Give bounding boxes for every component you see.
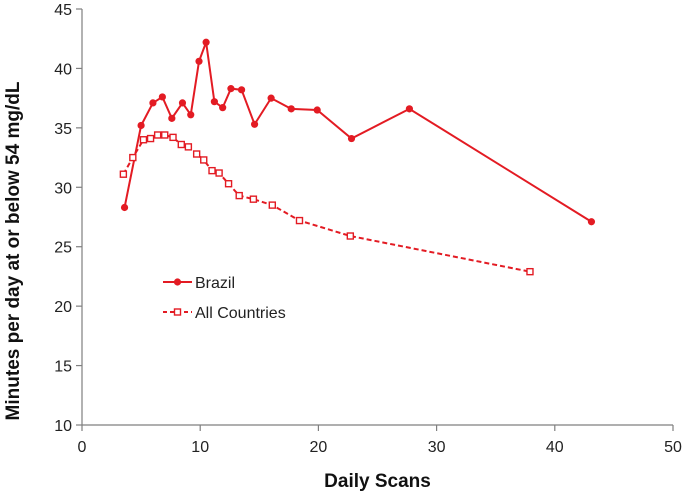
series-line <box>123 41 592 223</box>
data-point <box>405 105 414 113</box>
data-point <box>139 136 148 144</box>
x-tick-label: 20 <box>310 439 328 456</box>
data-point <box>219 104 227 112</box>
data-point <box>215 169 223 177</box>
data-point <box>249 195 258 203</box>
data-point <box>161 131 169 139</box>
x-tick-label: 40 <box>546 439 564 456</box>
data-point <box>137 121 145 130</box>
y-tick-label: 25 <box>54 240 72 257</box>
x-tick-label: 0 <box>78 439 87 456</box>
data-point <box>250 120 259 128</box>
data-point <box>210 98 218 106</box>
legend-label: Brazil <box>195 275 235 292</box>
legend-label: All Countries <box>195 305 286 322</box>
data-point <box>177 140 185 149</box>
y-tick-label: 30 <box>54 180 72 197</box>
y-tick-label: 20 <box>54 299 72 316</box>
data-point <box>200 156 208 164</box>
series-layer <box>119 38 596 276</box>
legend-item: Brazil <box>163 275 235 292</box>
legend: Brazil All Countries <box>163 275 286 322</box>
data-point <box>119 170 128 178</box>
data-point <box>178 99 187 107</box>
y-tick-label: 45 <box>54 2 72 19</box>
data-point <box>158 93 166 101</box>
data-point <box>146 134 155 143</box>
data-point <box>347 134 356 143</box>
x-axis-title: Daily Scans <box>324 471 431 492</box>
data-point <box>526 267 534 276</box>
data-point <box>267 94 275 102</box>
x-tick-label: 30 <box>428 439 446 456</box>
data-point <box>208 166 216 175</box>
y-tick-label: 40 <box>54 61 72 78</box>
y-tick-label: 35 <box>54 121 72 138</box>
data-point <box>168 114 176 122</box>
data-point <box>195 57 203 65</box>
data-point <box>153 131 162 139</box>
x-axis: 0 10 20 30 40 50 <box>78 424 682 456</box>
data-point <box>169 133 177 142</box>
y-axis: 10 15 20 25 30 35 40 45 <box>54 2 83 435</box>
data-point <box>268 201 277 209</box>
y-axis-title: Minutes per day at or below 54 mg/dL <box>3 81 24 420</box>
data-point <box>235 191 243 200</box>
data-point <box>187 111 195 119</box>
data-point <box>202 38 210 46</box>
data-point <box>149 99 157 107</box>
y-tick-label: 10 <box>54 418 72 435</box>
data-point <box>237 86 246 94</box>
x-tick-label: 10 <box>191 439 209 456</box>
data-point <box>295 216 304 225</box>
x-tick-label: 50 <box>664 439 682 456</box>
data-point <box>313 106 321 114</box>
legend-item: All Countries <box>163 305 286 322</box>
y-tick-label: 15 <box>54 359 72 376</box>
series-line <box>122 133 531 273</box>
data-point <box>587 218 596 226</box>
series-brazil <box>120 38 596 226</box>
legend-marker <box>173 278 182 286</box>
data-point <box>192 150 201 158</box>
data-point <box>184 143 193 151</box>
data-point <box>287 105 295 113</box>
data-point <box>227 85 235 93</box>
legend-marker <box>173 308 182 316</box>
series-all-countries <box>119 131 534 276</box>
data-point <box>224 180 233 188</box>
data-point <box>129 153 137 162</box>
data-point <box>346 232 355 240</box>
data-point <box>120 203 129 212</box>
